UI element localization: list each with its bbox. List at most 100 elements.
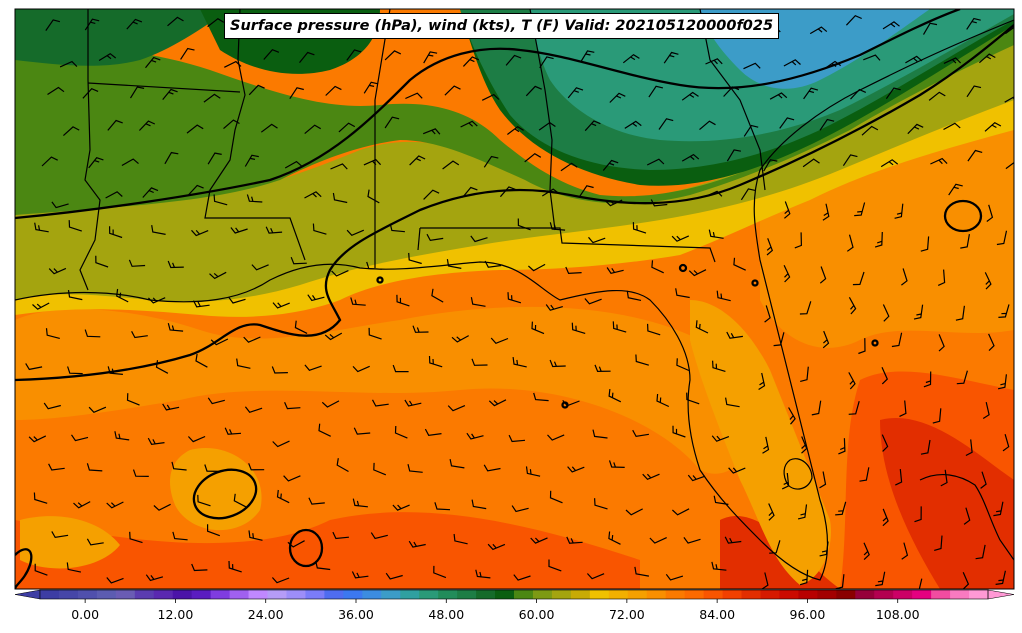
colorbar-tick-label: 60.00 xyxy=(518,607,555,622)
wind-barb xyxy=(191,563,208,572)
wind-barb xyxy=(121,158,139,167)
wind-barb xyxy=(733,257,746,271)
wind-barb xyxy=(819,118,835,131)
colorbar-swatch xyxy=(210,590,231,599)
wind-barb xyxy=(928,91,946,101)
wind-barb xyxy=(507,292,522,304)
colorbar-swatch xyxy=(855,590,875,599)
wind-barb xyxy=(423,189,440,200)
wind-barb xyxy=(996,230,1008,246)
wind-barb xyxy=(842,154,858,167)
wind-barb xyxy=(1005,161,1014,170)
colorbar-swatch xyxy=(381,590,401,599)
wind-barb xyxy=(98,52,117,62)
wind-barb xyxy=(538,121,556,131)
colorbar-swatch xyxy=(608,590,629,599)
wind-barb xyxy=(948,183,963,196)
wind-barb xyxy=(524,152,542,163)
wind-barb xyxy=(923,371,932,388)
wind-barb xyxy=(336,458,349,473)
wind-barb xyxy=(728,467,746,474)
colorbar-swatch xyxy=(760,590,780,599)
wind-barb xyxy=(434,502,451,511)
wind-barb xyxy=(82,87,99,99)
wind-barb xyxy=(223,119,240,130)
wind-barb xyxy=(634,566,650,577)
wind-barb xyxy=(389,223,405,233)
wind-barb xyxy=(769,92,788,100)
colorbar-tick-label: 48.00 xyxy=(428,607,465,622)
wind-barb xyxy=(59,60,78,68)
colorbar-swatch xyxy=(741,590,761,599)
wind-barb xyxy=(995,570,1006,585)
wind-barb xyxy=(289,87,304,100)
wind-barb xyxy=(207,524,221,537)
colorbar xyxy=(14,589,1015,603)
wind-barb xyxy=(299,51,315,63)
wind-barb xyxy=(271,577,290,584)
wind-barb xyxy=(207,152,222,165)
wind-barb xyxy=(686,392,700,405)
wind-barb xyxy=(466,432,484,440)
wind-barb xyxy=(914,506,922,523)
wind-barb xyxy=(979,53,996,64)
wind-barb xyxy=(819,471,827,489)
wind-barb xyxy=(34,563,48,576)
wind-barb xyxy=(571,322,586,334)
wind-barb xyxy=(874,231,883,248)
colorbar-swatch xyxy=(779,590,799,599)
wind-barb xyxy=(811,400,822,416)
colorbar-tick-label: 36.00 xyxy=(338,607,374,622)
wind-barb xyxy=(187,184,204,196)
wind-barb xyxy=(151,225,166,235)
state-borders xyxy=(15,9,1014,581)
wind-barb xyxy=(248,84,265,96)
wind-barb xyxy=(353,427,371,435)
wind-barb xyxy=(442,160,460,170)
wind-barb xyxy=(404,399,422,407)
wind-barb xyxy=(304,124,322,135)
wind-barb xyxy=(901,268,908,286)
wind-barb xyxy=(967,149,983,162)
wind-barb xyxy=(998,304,1010,318)
wind-barb xyxy=(647,323,661,336)
wind-barb xyxy=(788,407,796,425)
wind-barb xyxy=(351,571,369,579)
wind-barb xyxy=(368,327,382,340)
wind-barb xyxy=(881,434,889,452)
wind-barb xyxy=(984,272,992,290)
wind-barb xyxy=(724,536,742,544)
wind-barb xyxy=(549,359,566,368)
wind-barb xyxy=(848,372,856,390)
wind-barb xyxy=(681,91,699,101)
colorbar-swatch xyxy=(248,590,269,599)
wind-barb xyxy=(608,460,625,468)
wind-barb xyxy=(203,93,221,103)
wind-barb xyxy=(683,537,701,544)
wind-barb xyxy=(882,21,900,30)
wind-barb xyxy=(324,332,343,341)
wind-barb xyxy=(107,366,123,375)
wind-barb xyxy=(370,532,388,540)
wind-barb xyxy=(447,405,466,412)
wind-barb xyxy=(845,14,862,26)
wind-barb xyxy=(823,60,842,70)
wind-barb xyxy=(475,569,491,579)
wind-barb xyxy=(594,364,611,373)
colorbar-tick-label: 96.00 xyxy=(789,607,826,622)
wind-barb xyxy=(548,559,562,572)
wind-barb xyxy=(565,266,582,275)
temperature-band-olive-yellow xyxy=(15,40,1014,302)
wind-barb xyxy=(308,497,325,505)
temperature-band-red-orange xyxy=(15,512,640,589)
wind-barb xyxy=(396,294,410,307)
wind-barb xyxy=(426,233,444,242)
wind-barb xyxy=(835,501,847,516)
wind-barb xyxy=(423,51,438,64)
wind-barb xyxy=(586,573,605,580)
wind-barb xyxy=(895,469,903,486)
wind-barb xyxy=(725,397,740,408)
wind-barb xyxy=(531,321,545,335)
wind-barb xyxy=(846,234,854,252)
colorbar-swatch xyxy=(58,590,79,599)
